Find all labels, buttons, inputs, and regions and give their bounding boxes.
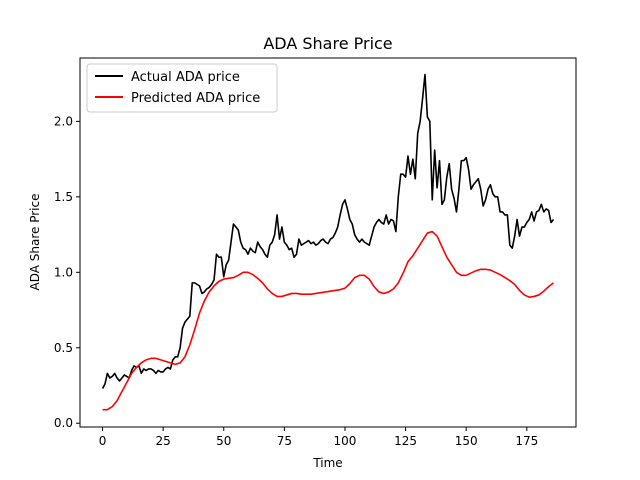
legend-label-predicted: Predicted ADA price <box>131 91 260 106</box>
plot-frame <box>79 57 577 428</box>
x-tick-label: 175 <box>515 434 538 448</box>
legend-label-actual: Actual ADA price <box>131 70 240 85</box>
y-tick-label: 1.0 <box>54 265 73 279</box>
series-line-1 <box>102 230 554 411</box>
x-tick-label: 50 <box>216 434 231 448</box>
series-layer <box>101 73 555 411</box>
legend-box <box>86 63 278 113</box>
x-axis-label: Time <box>312 456 342 470</box>
y-tick-label: 0.0 <box>54 416 73 430</box>
x-tick-label: 100 <box>334 434 357 448</box>
y-axis-label: ADA Share Price <box>28 194 42 291</box>
chart-title: ADA Share Price <box>263 34 392 53</box>
x-tick-label: 0 <box>99 434 107 448</box>
y-tick-label: 2.0 <box>54 114 73 128</box>
series-line-0 <box>101 73 555 389</box>
x-tick-label: 150 <box>455 434 478 448</box>
y-tick-label: 0.5 <box>54 341 73 355</box>
x-tick-label: 125 <box>394 434 417 448</box>
y-tick-label: 1.5 <box>54 190 73 204</box>
x-tick-label: 75 <box>277 434 292 448</box>
legend: Actual ADA price Predicted ADA price <box>86 63 278 113</box>
x-tick-label: 25 <box>156 434 171 448</box>
x-axis: 0 25 50 75 100 125 150 175 <box>99 427 538 448</box>
y-axis: 0.0 0.5 1.0 1.5 2.0 <box>54 114 80 430</box>
